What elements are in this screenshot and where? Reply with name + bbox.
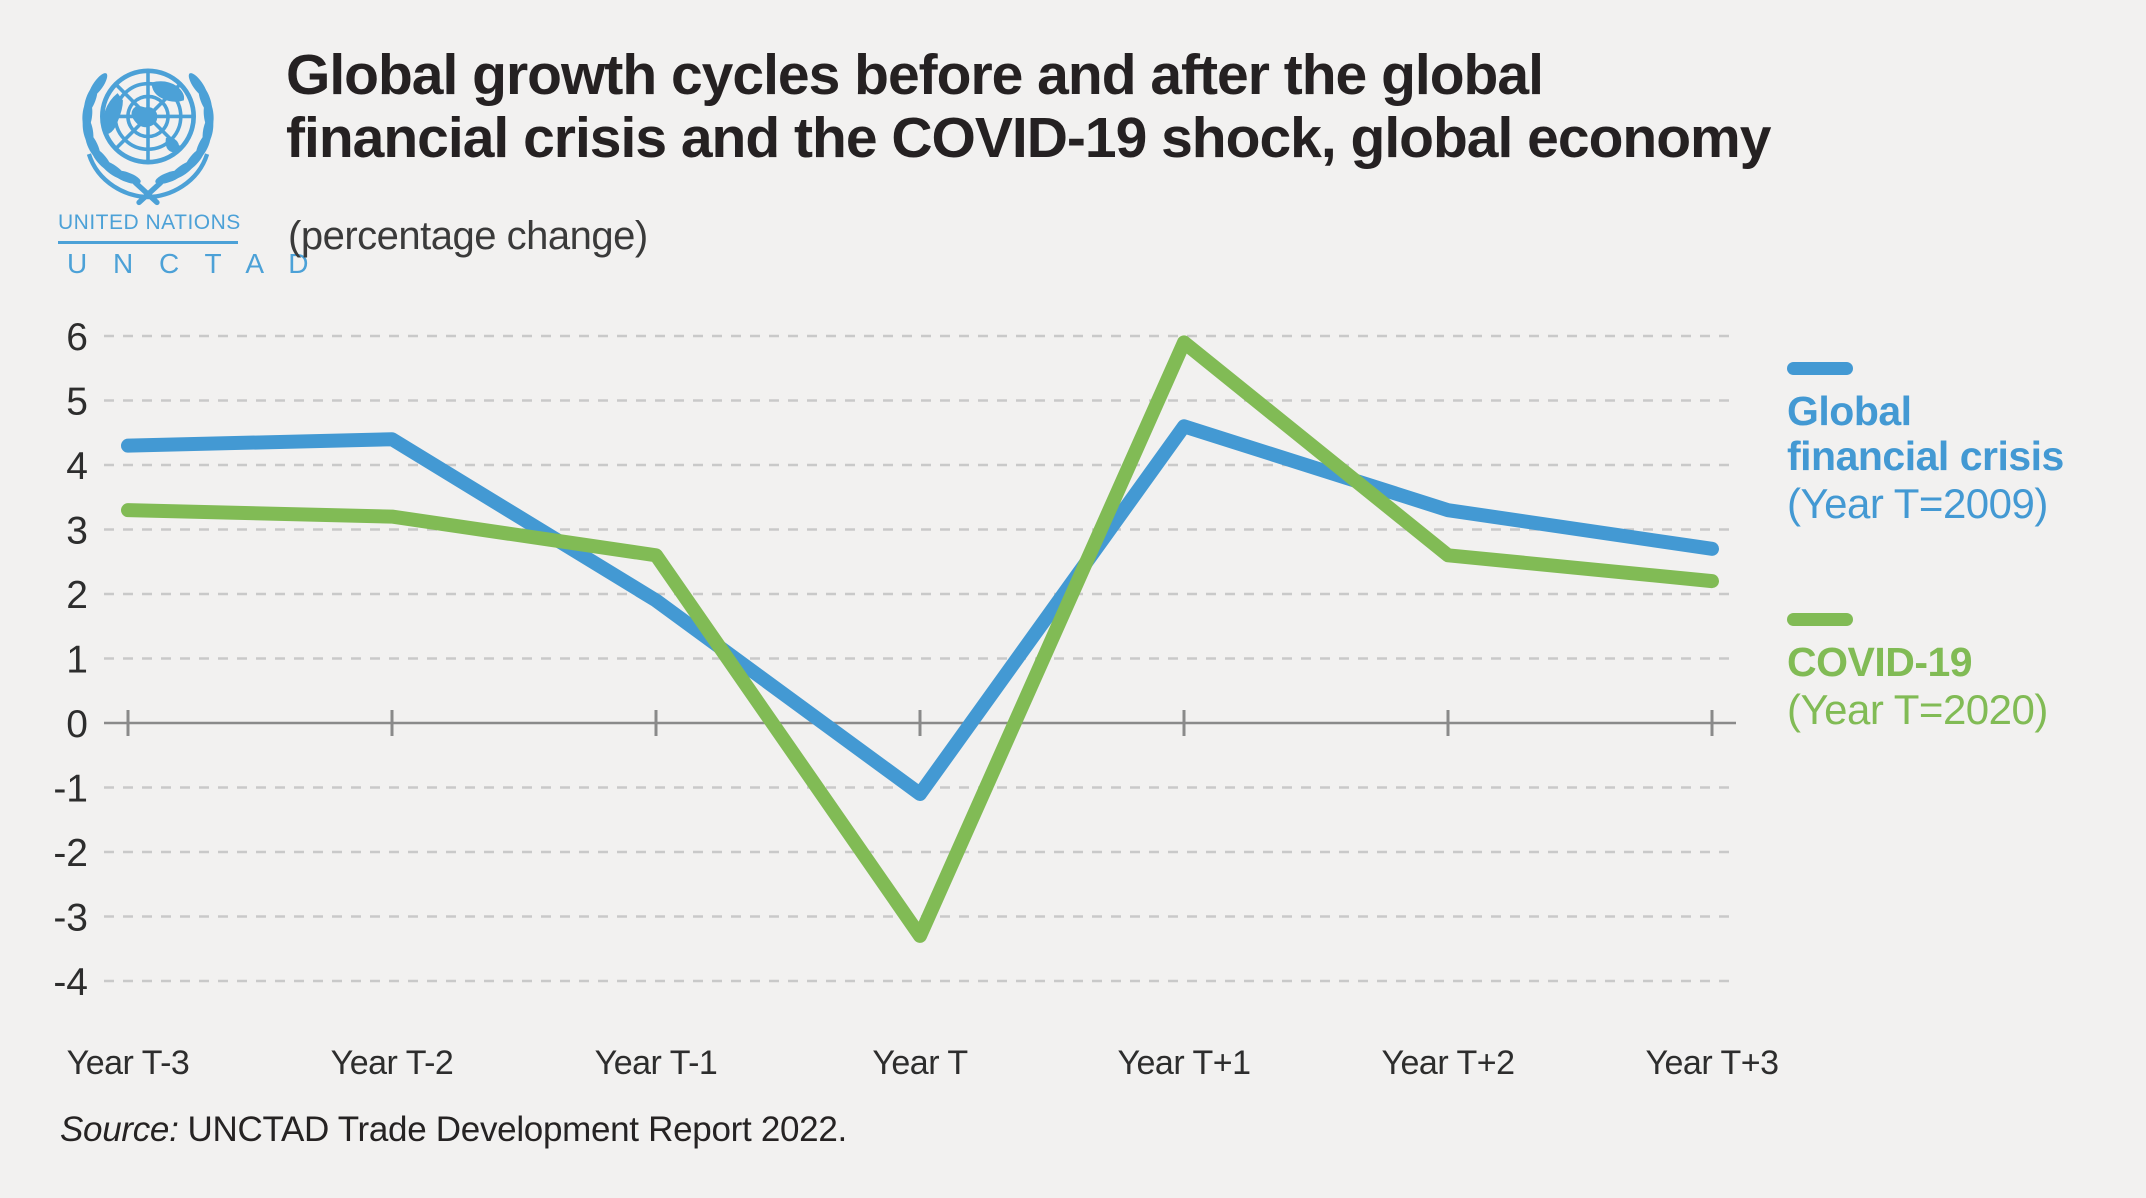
svg-text:Year T+1: Year T+1	[1117, 1044, 1250, 1082]
covid-line-swatch-icon	[1787, 612, 1853, 626]
gfc-line-swatch-icon	[1787, 362, 1853, 375]
svg-text:-3: -3	[53, 897, 88, 940]
chart-subtitle: (percentage change)	[288, 214, 648, 258]
legend-item-gfc: Global financial crisis (Year T=2009)	[1787, 362, 2132, 529]
svg-text:3: 3	[66, 510, 88, 553]
svg-text:6: 6	[66, 316, 88, 359]
svg-text:-1: -1	[53, 768, 88, 811]
svg-text:Year T-3: Year T-3	[67, 1044, 190, 1082]
svg-text:Year T+2: Year T+2	[1381, 1044, 1514, 1082]
svg-text:Year T+3: Year T+3	[1645, 1044, 1778, 1082]
svg-text:Year T-2: Year T-2	[331, 1044, 454, 1082]
legend-sublabel-gfc: (Year T=2009)	[1787, 480, 2048, 528]
un-emblem-icon	[82, 68, 214, 206]
chart-title: Global growth cycles before and after th…	[286, 43, 1771, 171]
svg-text:Year T: Year T	[872, 1044, 967, 1082]
legend-item-covid: COVID-19 (Year T=2020)	[1787, 612, 2132, 735]
svg-text:-4: -4	[53, 961, 88, 1004]
legend-sublabel-covid: (Year T=2020)	[1787, 686, 2048, 734]
legend-label-gfc: Global financial crisis	[1787, 388, 2064, 479]
source-text: UNCTAD Trade Development Report 2022.	[187, 1110, 848, 1149]
svg-text:Year T-1: Year T-1	[595, 1044, 718, 1082]
source-prefix: Source:	[60, 1110, 179, 1149]
svg-text:2: 2	[66, 574, 88, 617]
svg-text:5: 5	[66, 381, 88, 424]
svg-text:0: 0	[66, 703, 88, 746]
source-note: Source: UNCTAD Trade Development Report 2…	[60, 1110, 847, 1150]
org-name: UNITED NATIONS	[58, 211, 240, 244]
svg-text:4: 4	[66, 445, 88, 488]
svg-text:1: 1	[66, 639, 88, 682]
legend-label-covid: COVID-19	[1787, 638, 1973, 685]
svg-text:-2: -2	[53, 832, 88, 875]
chart-legend: Global financial crisis (Year T=2009) CO…	[1787, 362, 2132, 735]
